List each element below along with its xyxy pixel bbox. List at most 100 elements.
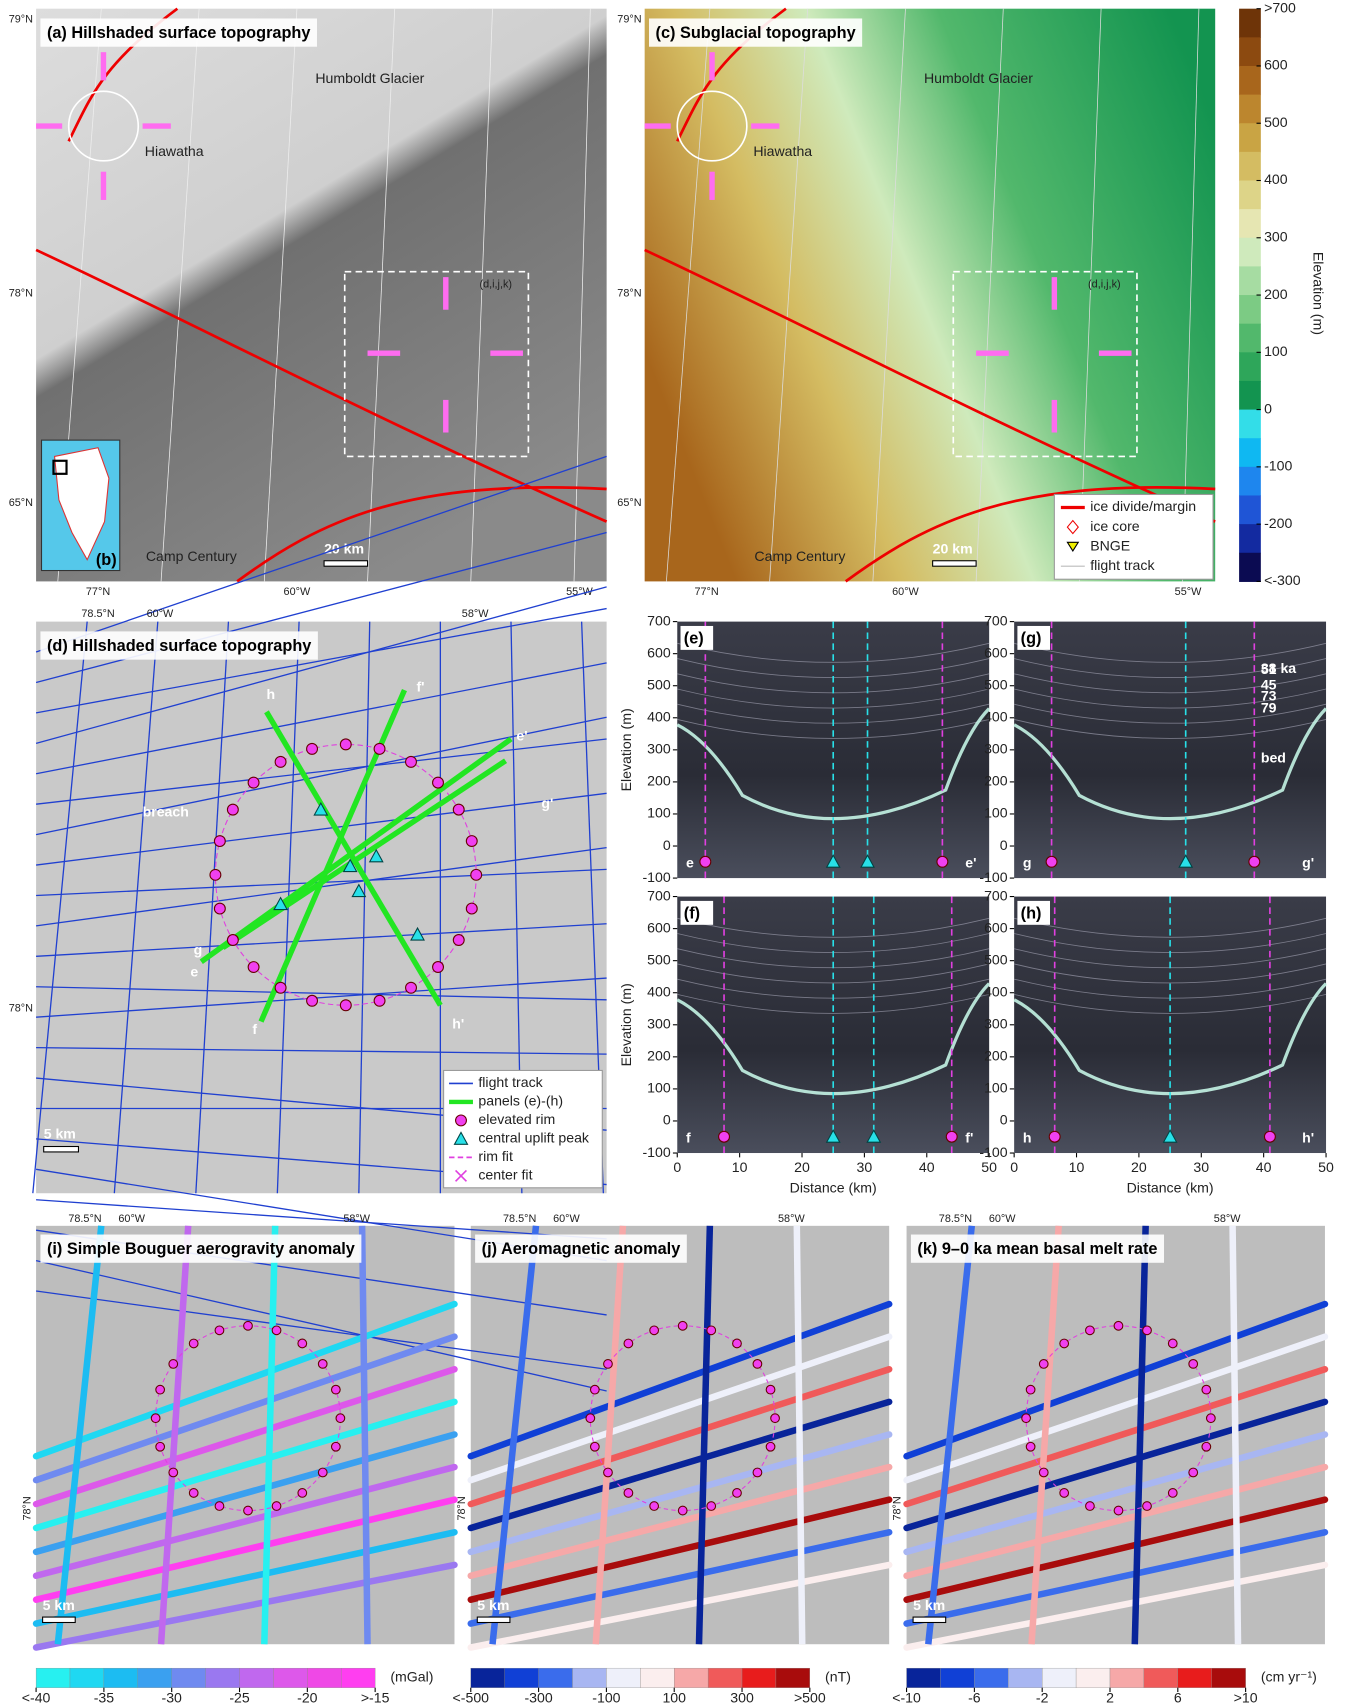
rim-point (604, 1468, 613, 1477)
colorbar-tick-label: -20 (297, 1689, 318, 1704)
y-tick-label: 600 (984, 644, 1008, 660)
rim-point (1086, 1326, 1095, 1335)
lon-label: 58°W (462, 608, 489, 620)
legend-label: panels (e)-(h) (478, 1093, 563, 1109)
legend-label: BNGE (1090, 537, 1130, 553)
colorbar-segment (138, 1668, 172, 1688)
rim-point (374, 995, 385, 1006)
rim-point (275, 756, 286, 767)
profile-end: e (190, 963, 198, 979)
y-tick-label: 100 (984, 1080, 1008, 1096)
layer-age: 79 (1261, 699, 1277, 715)
rim-point (707, 1502, 716, 1511)
rim-point (1039, 1360, 1048, 1369)
colorbar-segment (1239, 9, 1261, 38)
colorbar-segment (1212, 1668, 1246, 1688)
panel-title: (j) Aeromagnetic anomaly (482, 1240, 681, 1258)
colorbar-unit: (mGal) (390, 1669, 433, 1685)
colorbar-unit: (nT) (825, 1669, 851, 1685)
colorbar-tick-label: <-300 (1264, 572, 1301, 588)
profile-end: h' (452, 1016, 464, 1032)
colorbar-tick-label: 300 (1264, 229, 1288, 245)
rim-point (1189, 1360, 1198, 1369)
colorbar-segment (104, 1668, 138, 1688)
lon-label: 78.5°N (81, 608, 114, 620)
colorbar-tick-label: >700 (1264, 0, 1296, 15)
colorbar-segment (940, 1668, 974, 1688)
profile-end: f' (416, 679, 424, 695)
colorbar-segment (70, 1668, 104, 1688)
scale-bar (477, 1617, 510, 1622)
y-tick-label: 200 (647, 1048, 671, 1064)
scale-label: 20 km (324, 541, 364, 557)
rim-point (156, 1385, 165, 1394)
colorbar-segment (273, 1668, 307, 1688)
rim-point (471, 869, 482, 880)
x-tick-label: 0 (1010, 1159, 1018, 1175)
colorbar-unit: (cm yr⁻¹) (1261, 1669, 1317, 1685)
rim-point (650, 1326, 659, 1335)
colorbar-tick-label: -2 (1036, 1689, 1049, 1704)
rim-point (453, 935, 464, 946)
station-label: Camp Century (146, 548, 238, 564)
colorbar-segment (1239, 266, 1261, 295)
colorbar-tick-label: -100 (592, 1689, 620, 1704)
y-tick-label: 300 (984, 741, 1008, 757)
colorbar-segment (1239, 410, 1261, 439)
rim-point (1143, 1502, 1152, 1511)
profile-start: h (1023, 1130, 1032, 1146)
colorbar-segment (1239, 209, 1261, 238)
rim-point (753, 1468, 762, 1477)
panel-title: (k) 9–0 ka mean basal melt rate (917, 1240, 1157, 1258)
rim-point (214, 836, 225, 847)
colorbar-segment (776, 1668, 810, 1688)
colorbar-segment (1239, 66, 1261, 95)
scale-bar (933, 561, 976, 566)
colorbar-segment (907, 1668, 941, 1688)
y-tick-label: 500 (984, 676, 1008, 692)
x-axis-label: Distance (km) (1127, 1180, 1214, 1196)
lat-label: 65°N (9, 497, 33, 509)
colorbar-segment (606, 1668, 640, 1688)
rim-point (189, 1339, 198, 1348)
rim-point (590, 1385, 599, 1394)
rim-point (1039, 1468, 1048, 1477)
profile-end: g' (541, 795, 553, 811)
x-axis-label: Distance (km) (790, 1180, 877, 1196)
glacier-label: Humboldt Glacier (315, 70, 424, 86)
panel-label: (g) (1021, 629, 1042, 647)
profile-end: g (194, 942, 203, 958)
colorbar-segment (36, 1668, 70, 1688)
legend-label: center fit (478, 1167, 532, 1183)
lon-label: 78.5°N (939, 1213, 972, 1225)
panel-label: (h) (1021, 904, 1042, 922)
rim-point (466, 836, 477, 847)
colorbar-segment (572, 1668, 606, 1688)
rim-point (340, 1000, 351, 1011)
rim-point (156, 1442, 165, 1451)
y-axis-label: Elevation (m) (618, 983, 634, 1066)
rim-point (707, 1326, 716, 1335)
rim-point (169, 1360, 178, 1369)
rim-point (453, 804, 464, 815)
rim-marker (719, 1131, 730, 1142)
y-tick-label: 200 (984, 1048, 1008, 1064)
rim-point (678, 1321, 687, 1330)
colorbar-tick-label: 6 (1174, 1689, 1182, 1704)
rim-marker (946, 1131, 957, 1142)
figure: (a) Hillshaded surface topographyHumbold… (0, 0, 1348, 1704)
lat-label: 78°N (21, 1496, 33, 1520)
colorbar-segment (307, 1668, 341, 1688)
lon-label: 58°W (778, 1213, 805, 1225)
lon-label: 58°W (343, 1213, 370, 1225)
rim-point (766, 1385, 775, 1394)
profile-start: e (686, 855, 694, 871)
colorbar-segment (1239, 524, 1261, 553)
rim-point (733, 1489, 742, 1498)
scale-label: 5 km (44, 1125, 76, 1141)
y-tick-label: 200 (984, 773, 1008, 789)
lon-label: 55°W (1175, 586, 1202, 598)
y-tick-label: 0 (1000, 1112, 1008, 1128)
rim-point (248, 777, 259, 788)
rim-point (244, 1321, 253, 1330)
